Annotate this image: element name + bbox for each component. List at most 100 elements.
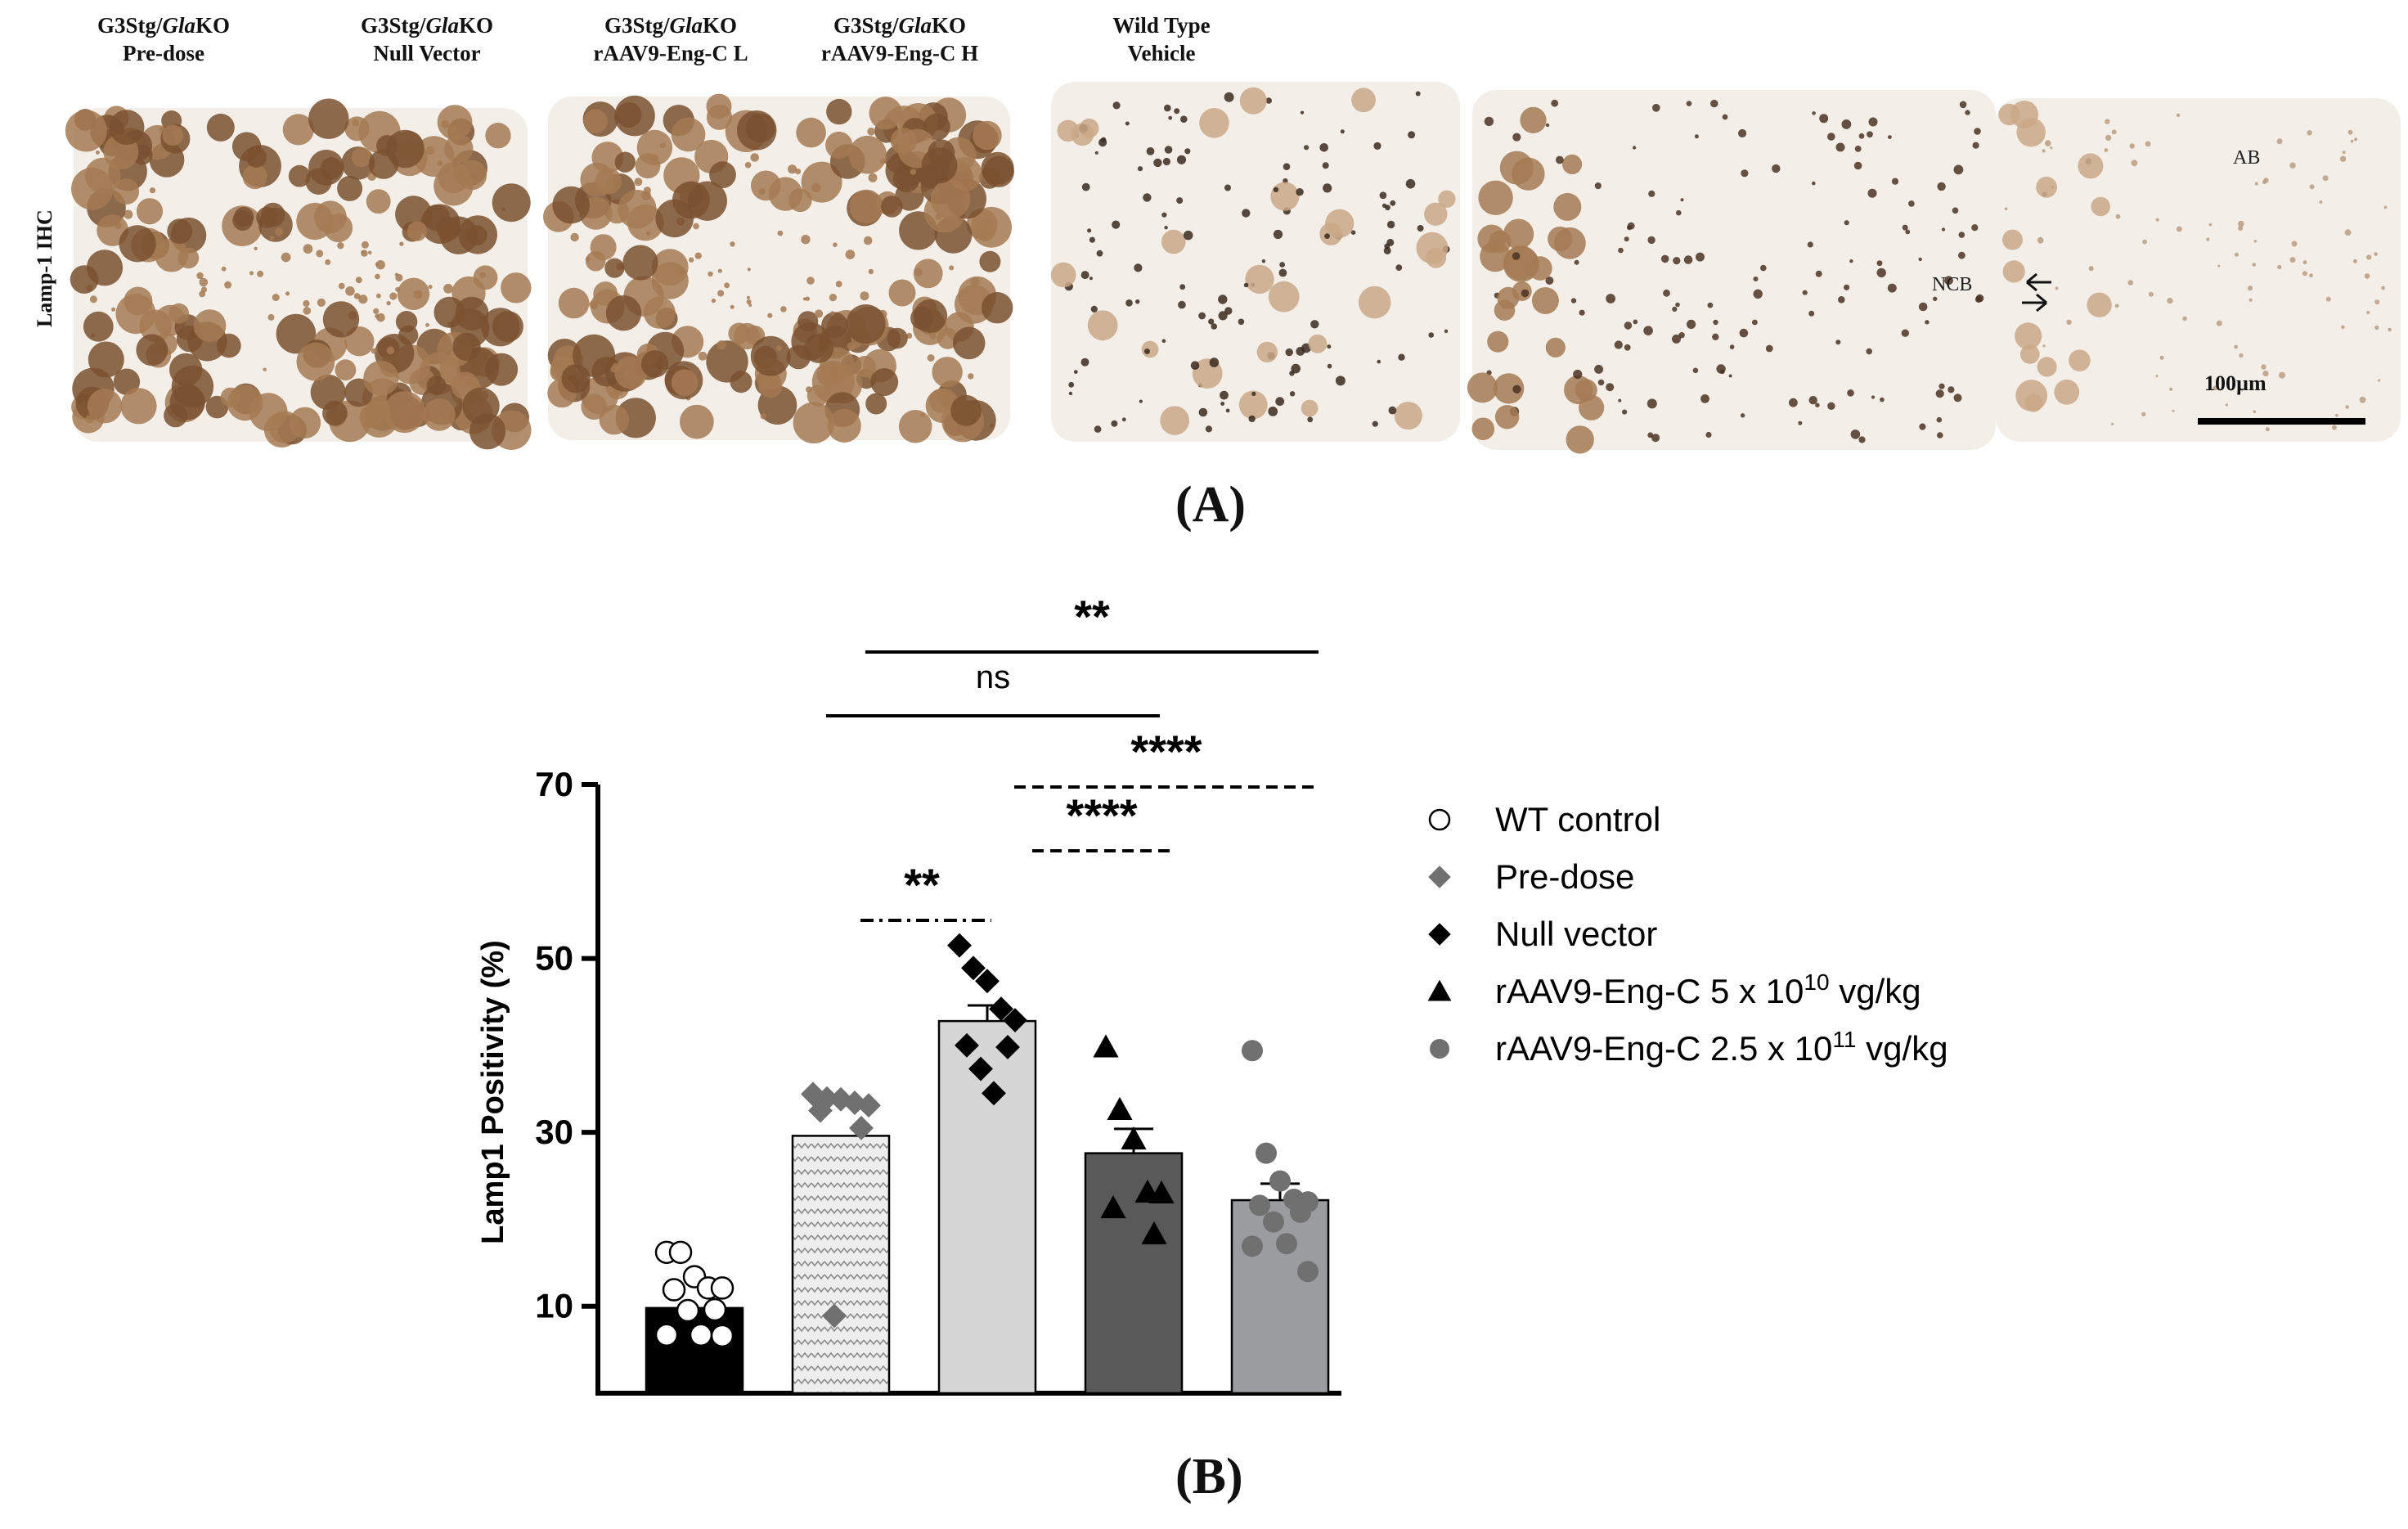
tissue-cell <box>2364 273 2370 279</box>
tissue-cell <box>1323 183 1332 193</box>
tissue-cell <box>1647 398 1657 409</box>
data-point <box>1297 1261 1319 1283</box>
tissue-cell <box>2127 280 2133 286</box>
tissue-cell <box>1238 390 1268 420</box>
tissue-cell <box>1137 166 1143 172</box>
tissue-cell <box>2344 229 2352 236</box>
tissue-cell <box>1183 230 1193 241</box>
legend-label: WT control <box>1495 800 1660 839</box>
tissue-cell <box>119 225 156 263</box>
tissue-cell <box>1174 108 1180 115</box>
tissue-cell <box>322 301 360 338</box>
tissue-cell <box>730 241 735 247</box>
tissue-cell <box>1087 310 1118 341</box>
arrow-icon <box>2022 293 2047 313</box>
tissue-cell <box>276 313 317 354</box>
tissue-cell <box>1161 339 1166 344</box>
tissue-cell <box>1164 104 1171 112</box>
tissue-cell <box>1358 286 1391 319</box>
tissue-cell <box>1941 227 1946 232</box>
tissue-cell <box>952 326 986 360</box>
tissue-cell <box>845 250 856 259</box>
tissue-cell <box>345 286 355 296</box>
tissue-cell <box>921 147 958 184</box>
tissue-cell <box>2253 240 2258 243</box>
tissue-cell <box>869 97 902 130</box>
tissue-cell <box>397 277 430 310</box>
tissue-cell <box>113 178 140 205</box>
bar <box>645 1306 744 1395</box>
tissue-cell <box>2253 410 2257 414</box>
tissue-cell <box>618 190 657 229</box>
bar <box>791 1135 891 1395</box>
data-point <box>856 1093 881 1118</box>
data-point <box>822 1303 847 1329</box>
significance-label: ** <box>1074 591 1110 642</box>
tissue-cell <box>1680 198 1684 202</box>
panel-title-line1: G3Stg/GlaKO <box>97 13 231 38</box>
data-point <box>1242 1235 1263 1257</box>
tissue-cell <box>361 241 369 249</box>
tissue-cell <box>973 219 996 241</box>
tissue-cell <box>846 304 886 344</box>
tissue-cell <box>717 290 725 297</box>
tissue-cell <box>492 311 523 343</box>
tissue-cell <box>870 368 899 396</box>
tissue-cell <box>1279 262 1285 268</box>
tissue-cell <box>748 304 752 307</box>
tissue-cell <box>558 287 590 319</box>
tissue-cell <box>1268 407 1278 416</box>
tissue-cell <box>1867 188 1877 198</box>
panel-letter-b: (B) <box>1175 1449 1243 1504</box>
panel-title-raav9-low: G3Stg/GlaKO rAAV9-Eng-C L <box>540 11 802 67</box>
tissue-cell <box>1739 328 1749 338</box>
data-point <box>703 1297 727 1322</box>
tissue-cell <box>1812 111 1816 115</box>
tissue-cell <box>2105 134 2112 141</box>
tissue-cell <box>1606 294 1615 304</box>
tissue-cell <box>1494 405 1520 429</box>
tissue-cell <box>289 407 321 438</box>
tissue-cell <box>2167 298 2173 304</box>
tissue-cell <box>2350 139 2354 143</box>
tissue-cell <box>614 356 648 389</box>
tissue-cell <box>1379 191 1387 200</box>
tissue-cell <box>1161 212 1167 218</box>
tissue-cell <box>868 268 874 275</box>
tissue-cell <box>1815 402 1820 407</box>
tissue-cell <box>867 128 875 136</box>
tissue-cell <box>796 117 826 148</box>
tissue-cell <box>1503 245 1539 282</box>
tissue-cell <box>1256 341 1278 363</box>
tissue-cell <box>2085 158 2092 164</box>
tissue-cell <box>1144 349 1150 354</box>
tissue-cell <box>968 373 974 380</box>
bar-group-5 <box>1230 1040 1330 1395</box>
tissue-cell <box>2347 129 2353 135</box>
tissue-cell <box>1179 284 1186 290</box>
tissue-cell <box>242 164 267 190</box>
tissue-cell <box>2051 186 2055 189</box>
tissue-cell <box>913 259 943 289</box>
tissue-cell <box>1849 259 1853 263</box>
tissue-cell <box>1381 203 1387 209</box>
tissue-cell <box>1908 200 1915 207</box>
tissue-cell <box>1570 298 1577 304</box>
tissue-cell <box>1802 290 1808 295</box>
tissue-cell <box>355 277 362 284</box>
tissue-cell <box>2374 325 2379 331</box>
tissue-cell <box>1094 425 1102 433</box>
data-point <box>982 1081 1006 1106</box>
tissue-cell <box>747 268 751 272</box>
significance-bracket-2: ns <box>826 659 1160 717</box>
tissue-cell <box>1426 247 1447 268</box>
tissue-cell <box>1876 260 1883 267</box>
tissue-cell <box>443 283 453 294</box>
tissue-cell <box>2378 379 2381 382</box>
tissue-cell <box>1372 420 1378 427</box>
tissue-cell <box>1841 119 1852 129</box>
tissue-cell <box>313 200 347 234</box>
data-point <box>1003 1008 1027 1032</box>
tissue-cell <box>169 353 203 387</box>
tissue-cell <box>438 416 442 420</box>
